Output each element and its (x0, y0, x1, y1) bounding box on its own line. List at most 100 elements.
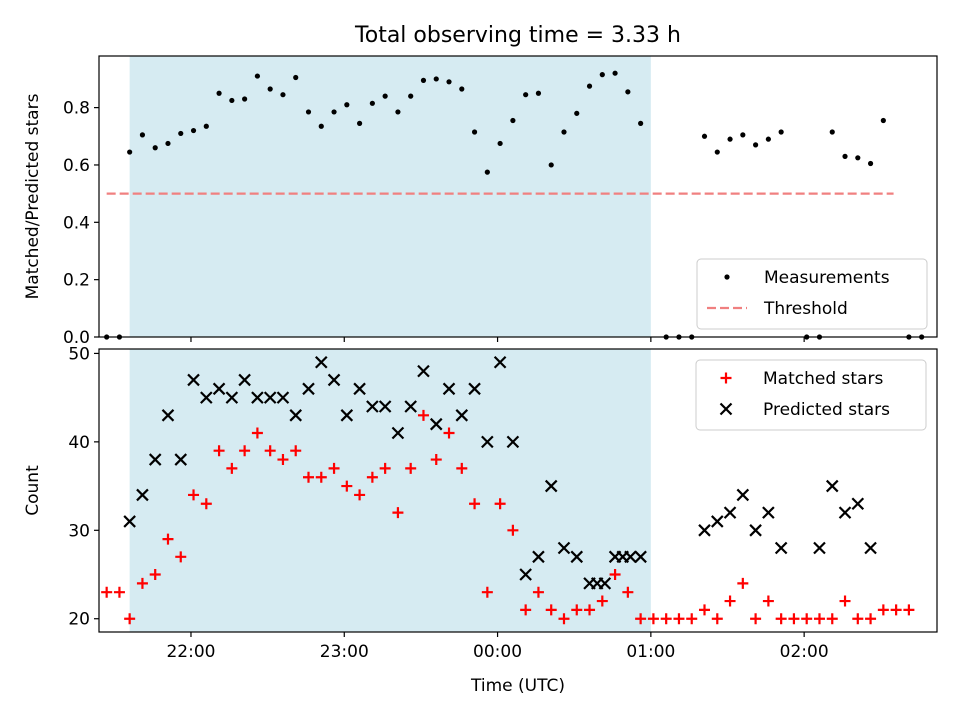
y-tick-label: 0.0 (63, 328, 90, 348)
data-point (239, 445, 251, 457)
x-tick-label: 22:00 (166, 642, 215, 662)
data-point (354, 489, 366, 501)
data-point (774, 541, 788, 555)
y-tick-label: 0.6 (63, 156, 90, 176)
data-point (391, 426, 405, 440)
data-point (545, 604, 557, 616)
data-point (788, 613, 800, 625)
observing-window-shade (129, 349, 651, 632)
data-point (727, 136, 733, 142)
data-point (187, 373, 200, 387)
data-point (395, 109, 401, 115)
data-point (305, 109, 312, 115)
data-point (379, 462, 391, 474)
data-point (520, 604, 532, 616)
data-point (877, 604, 889, 616)
legend: Matched stars Predicted stars (695, 359, 927, 431)
series-matched-stars (101, 409, 915, 625)
data-point (353, 382, 366, 396)
data-point (251, 391, 264, 404)
data-point (660, 613, 672, 625)
data-point (225, 391, 239, 404)
data-point (571, 604, 583, 616)
data-point (430, 454, 442, 466)
data-point (293, 74, 299, 81)
data-point (622, 586, 634, 598)
count-panel: 20 30 40 50 22:00 23:00 00:00 01:00 02:00 Count Ti… (23, 344, 938, 696)
data-point (344, 102, 350, 108)
data-point (165, 140, 171, 147)
observing-window-shade (129, 56, 651, 337)
data-point (468, 382, 481, 396)
data-point (328, 462, 340, 474)
data-point (405, 462, 417, 474)
data-point (548, 162, 554, 168)
legend-label: Threshold (763, 299, 848, 319)
data-point (314, 355, 328, 369)
data-point (825, 479, 839, 493)
data-point (749, 524, 762, 537)
data-point (625, 89, 631, 95)
data-point (471, 129, 478, 135)
data-point (493, 355, 507, 369)
data-point (341, 480, 353, 492)
x-tick-label: 00:00 (473, 642, 522, 662)
data-point (446, 79, 452, 85)
data-point (698, 524, 711, 537)
data-point (598, 577, 612, 590)
data-point (507, 524, 519, 536)
series-predicted-stars (123, 355, 877, 590)
data-point (775, 613, 787, 625)
data-point (532, 586, 544, 598)
data-point (149, 569, 161, 581)
data-point (635, 613, 647, 625)
data-point (865, 613, 877, 625)
data-point (101, 586, 113, 598)
data-point (443, 427, 455, 439)
data-point (408, 93, 414, 99)
y-tick-label: 30 (68, 521, 90, 541)
data-point (647, 613, 659, 625)
data-point (200, 498, 212, 510)
data-point (724, 595, 736, 607)
legend-label: Matched stars (763, 369, 883, 389)
data-point (200, 391, 213, 404)
data-point (880, 117, 886, 124)
y-tick-label: 0.4 (63, 213, 90, 233)
y-tick-label: 0.2 (63, 271, 90, 291)
legend-label: Measurements (764, 268, 890, 288)
data-point (864, 541, 877, 555)
data-point (382, 93, 388, 99)
data-point (624, 550, 637, 564)
data-point (711, 613, 723, 625)
data-point (701, 133, 708, 139)
data-point (778, 129, 784, 135)
data-point (813, 613, 825, 625)
legend-marker-matched (720, 372, 732, 384)
data-point (229, 97, 235, 104)
legend: Measurements Threshold (696, 258, 928, 330)
data-point (127, 149, 133, 155)
data-point (481, 586, 493, 598)
data-point (175, 551, 187, 563)
data-point (267, 86, 273, 92)
data-point (315, 471, 327, 483)
data-point (519, 568, 532, 581)
data-point (842, 153, 848, 159)
data-point (216, 90, 222, 96)
data-point (723, 506, 737, 519)
data-point (523, 92, 529, 98)
data-point (417, 409, 429, 421)
data-point (136, 577, 148, 589)
y-axis-label: Matched/Predicted stars (23, 93, 43, 299)
data-point (290, 445, 302, 457)
data-point (203, 123, 209, 129)
data-point (340, 409, 354, 422)
data-point (327, 373, 341, 387)
data-point (369, 100, 375, 106)
data-point (855, 155, 861, 161)
legend-marker-measurements (724, 274, 730, 280)
data-point (251, 427, 263, 439)
data-point (574, 110, 580, 116)
